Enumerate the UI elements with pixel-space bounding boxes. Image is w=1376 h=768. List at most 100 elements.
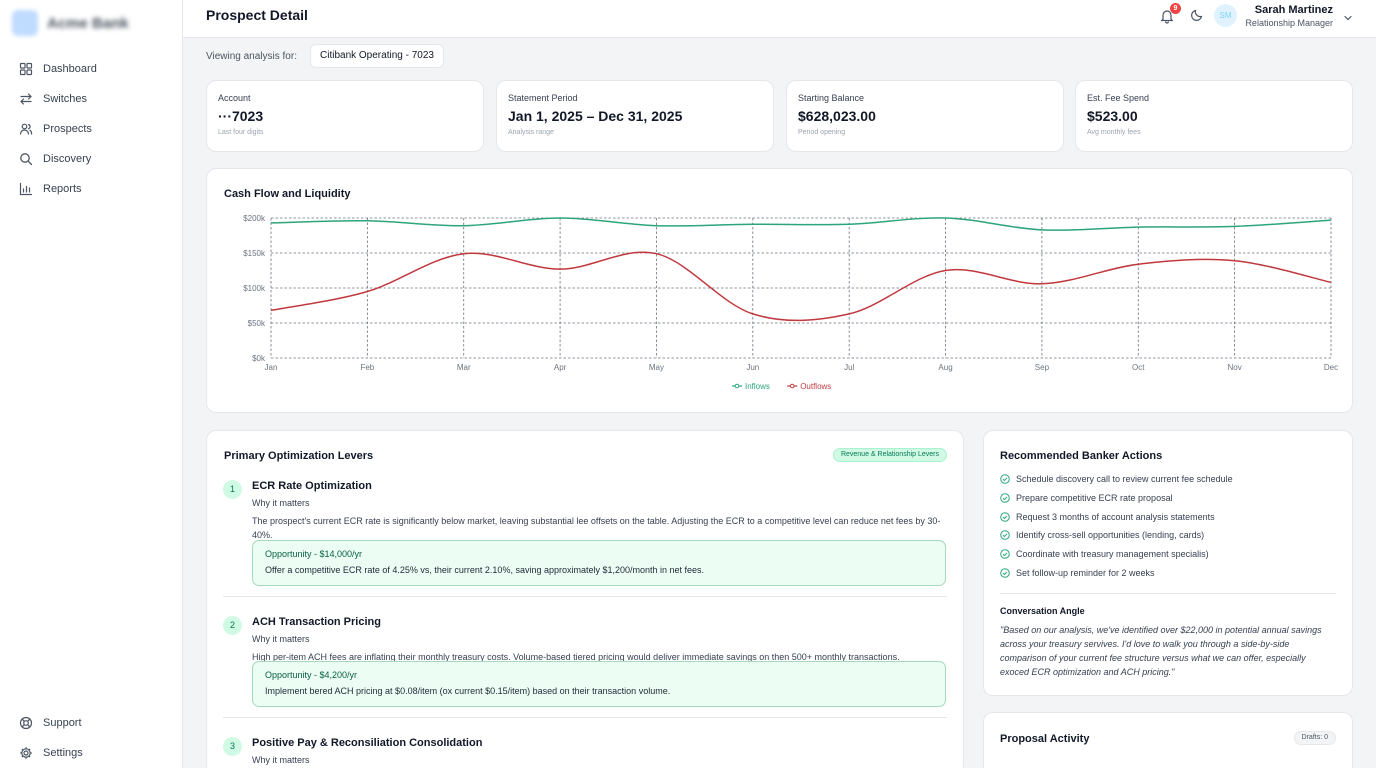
page-title: Prospect Detail [206, 7, 308, 23]
stat-card-starting-balance: Starting Balance $628,023.00 Period open… [786, 80, 1064, 152]
sidebar-item-discovery[interactable]: Discovery [14, 144, 174, 174]
moon-icon[interactable] [1190, 8, 1204, 22]
lever-number: 3 [223, 737, 242, 756]
lever-title: ECR Rate Optimization [252, 480, 372, 492]
x-tick-label: Jul [844, 363, 854, 372]
check-circle-icon [1000, 530, 1010, 540]
lever-item: 2 ACH Transaction Pricing Why it matters… [223, 616, 947, 716]
stat-value: Jan 1, 2025 – Dec 31, 2025 [508, 108, 683, 124]
actions-title: Recommended Banker Actions [1000, 450, 1163, 462]
brand[interactable]: Acme Bank [12, 10, 129, 36]
x-tick-label: Jun [746, 363, 759, 372]
avatar[interactable]: SM [1214, 4, 1237, 27]
series-line-outflows [270, 251, 1332, 322]
check-circle-icon [1000, 568, 1010, 578]
y-tick-label: $50k [248, 319, 266, 328]
lever-number: 1 [223, 480, 242, 499]
action-text: Coordinate with treasury management spec… [1016, 549, 1209, 559]
brand-logo [12, 10, 38, 36]
bar-chart-icon [19, 182, 33, 196]
chevron-down-icon[interactable] [1343, 10, 1353, 21]
opportunity-text: Offer a competitive ECR rate of 4.25% vs… [265, 565, 705, 575]
x-tick-label: Oct [1132, 363, 1145, 372]
sidebar-item-switches[interactable]: Switches [14, 84, 174, 114]
y-tick-label: $0k [252, 354, 266, 363]
sidebar-item-settings[interactable]: Settings [14, 738, 174, 768]
grid-icon [19, 62, 33, 76]
action-item: Schedule discovery call to review curren… [1000, 474, 1233, 484]
legend-marker [734, 383, 740, 389]
account-selector[interactable]: Citibank Operating - 7023 [310, 44, 444, 68]
opportunity-title: Opportunity - $14,000/yr [265, 549, 363, 559]
levers-title: Primary Optimization Levers [224, 450, 374, 462]
sidebar-item-label: Settings [43, 747, 83, 759]
check-circle-icon [1000, 549, 1010, 559]
stat-sub: Avg monthly fees [1087, 129, 1141, 136]
sidebar-item-label: Reports [43, 183, 82, 195]
stat-sub: Analysis range [508, 129, 554, 136]
x-tick-label: Apr [554, 363, 567, 372]
stat-label: Starting Balance [798, 93, 865, 103]
bell-icon[interactable] [1160, 8, 1174, 24]
user-name[interactable]: Sarah Martinez [1254, 4, 1333, 16]
stat-value: $523.00 [1087, 108, 1138, 124]
stat-value: ···7023 [218, 108, 264, 124]
stat-label: Est. Fee Spend [1087, 93, 1150, 103]
sidebar-bottom-nav: Support Settings [14, 708, 174, 768]
opportunity-box: Opportunity - $4,200/yr Implement bered … [252, 661, 946, 707]
sidebar-item-label: Switches [43, 93, 88, 105]
chart-title: Cash Flow and Liquidity [224, 188, 351, 200]
gear-icon [19, 746, 33, 760]
lever-item: 1 ECR Rate Optimization Why it matters T… [223, 480, 947, 590]
lever-why: Why it matters [252, 498, 310, 508]
opportunity-text: Implement bered ACH pricing at $0.08/ite… [265, 686, 671, 696]
divider [1000, 593, 1336, 594]
x-tick-label: Nov [1228, 363, 1242, 372]
cash-flow-chart: $0k $50k $100k $150k $200k Jan Feb Mar Apr May Jun… [243, 214, 1338, 391]
action-item: Identify cross-sell opportunities (lendi… [1000, 530, 1204, 540]
cash-flow-card: Cash Flow and Liquidity $0k $50k $100k $150… [206, 168, 1353, 413]
switch-arrows-icon [19, 92, 33, 106]
legend-marker [789, 383, 795, 389]
lever-description: The prospect's current ECR rate is signi… [252, 516, 941, 540]
action-item: Coordinate with treasury management spec… [1000, 549, 1209, 559]
opportunity-title: Opportunity - $4,200/yr [265, 670, 358, 680]
check-circle-icon [1000, 512, 1010, 522]
proposal-activity-card: Proposal Activity Drafts: 0 [983, 712, 1353, 768]
x-tick-label: Sep [1035, 363, 1050, 372]
lever-number: 2 [223, 616, 242, 635]
lever-why: Why it matters [252, 634, 310, 644]
banker-actions-card: Recommended Banker Actions Schedule disc… [983, 430, 1353, 696]
stat-value: $628,023.00 [798, 108, 876, 124]
sidebar-item-support[interactable]: Support [14, 708, 174, 738]
y-tick-label: $100k [243, 284, 266, 293]
action-item: Request 3 months of account analysis sta… [1000, 512, 1215, 522]
divider [223, 596, 947, 597]
sidebar-item-label: Prospects [43, 123, 92, 135]
action-text: Set follow-up reminder for 2 weeks [1016, 568, 1155, 578]
optimization-levers-card: Primary Optimization Levers Revenue & Re… [206, 430, 964, 768]
users-icon [19, 122, 33, 136]
x-tick-label: Dec [1324, 363, 1338, 372]
user-role: Relationship Manager [1245, 18, 1333, 28]
stat-card-account: Account ···7023 Last four digits [206, 80, 484, 152]
lever-title: ACH Transaction Pricing [252, 616, 381, 628]
sidebar-item-dashboard[interactable]: Dashboard [14, 54, 174, 84]
x-tick-label: Aug [938, 363, 952, 372]
topbar: Prospect Detail 9 SM Sarah Martinez Rela… [183, 0, 1376, 38]
search-icon [19, 152, 33, 166]
stat-label: Statement Period [508, 93, 578, 103]
action-text: Request 3 months of account analysis sta… [1016, 512, 1215, 522]
stat-card-fee-spend: Est. Fee Spend $523.00 Avg monthly fees [1075, 80, 1353, 152]
sidebar-item-prospects[interactable]: Prospects [14, 114, 174, 144]
sidebar: Acme Bank Dashboard Switches Prospects D… [0, 0, 183, 768]
check-circle-icon [1000, 474, 1010, 484]
y-tick-label: $200k [243, 214, 266, 223]
divider [223, 717, 947, 718]
sidebar-item-reports[interactable]: Reports [14, 174, 174, 204]
conversation-angle-text: "Based on our analysis, we've identified… [1000, 625, 1322, 677]
lever-description: High per-item ACH fees are inflating the… [252, 652, 900, 662]
check-circle-icon [1000, 493, 1010, 503]
sidebar-item-label: Support [43, 717, 82, 729]
viewing-label: Viewing analysis for: [206, 51, 297, 62]
